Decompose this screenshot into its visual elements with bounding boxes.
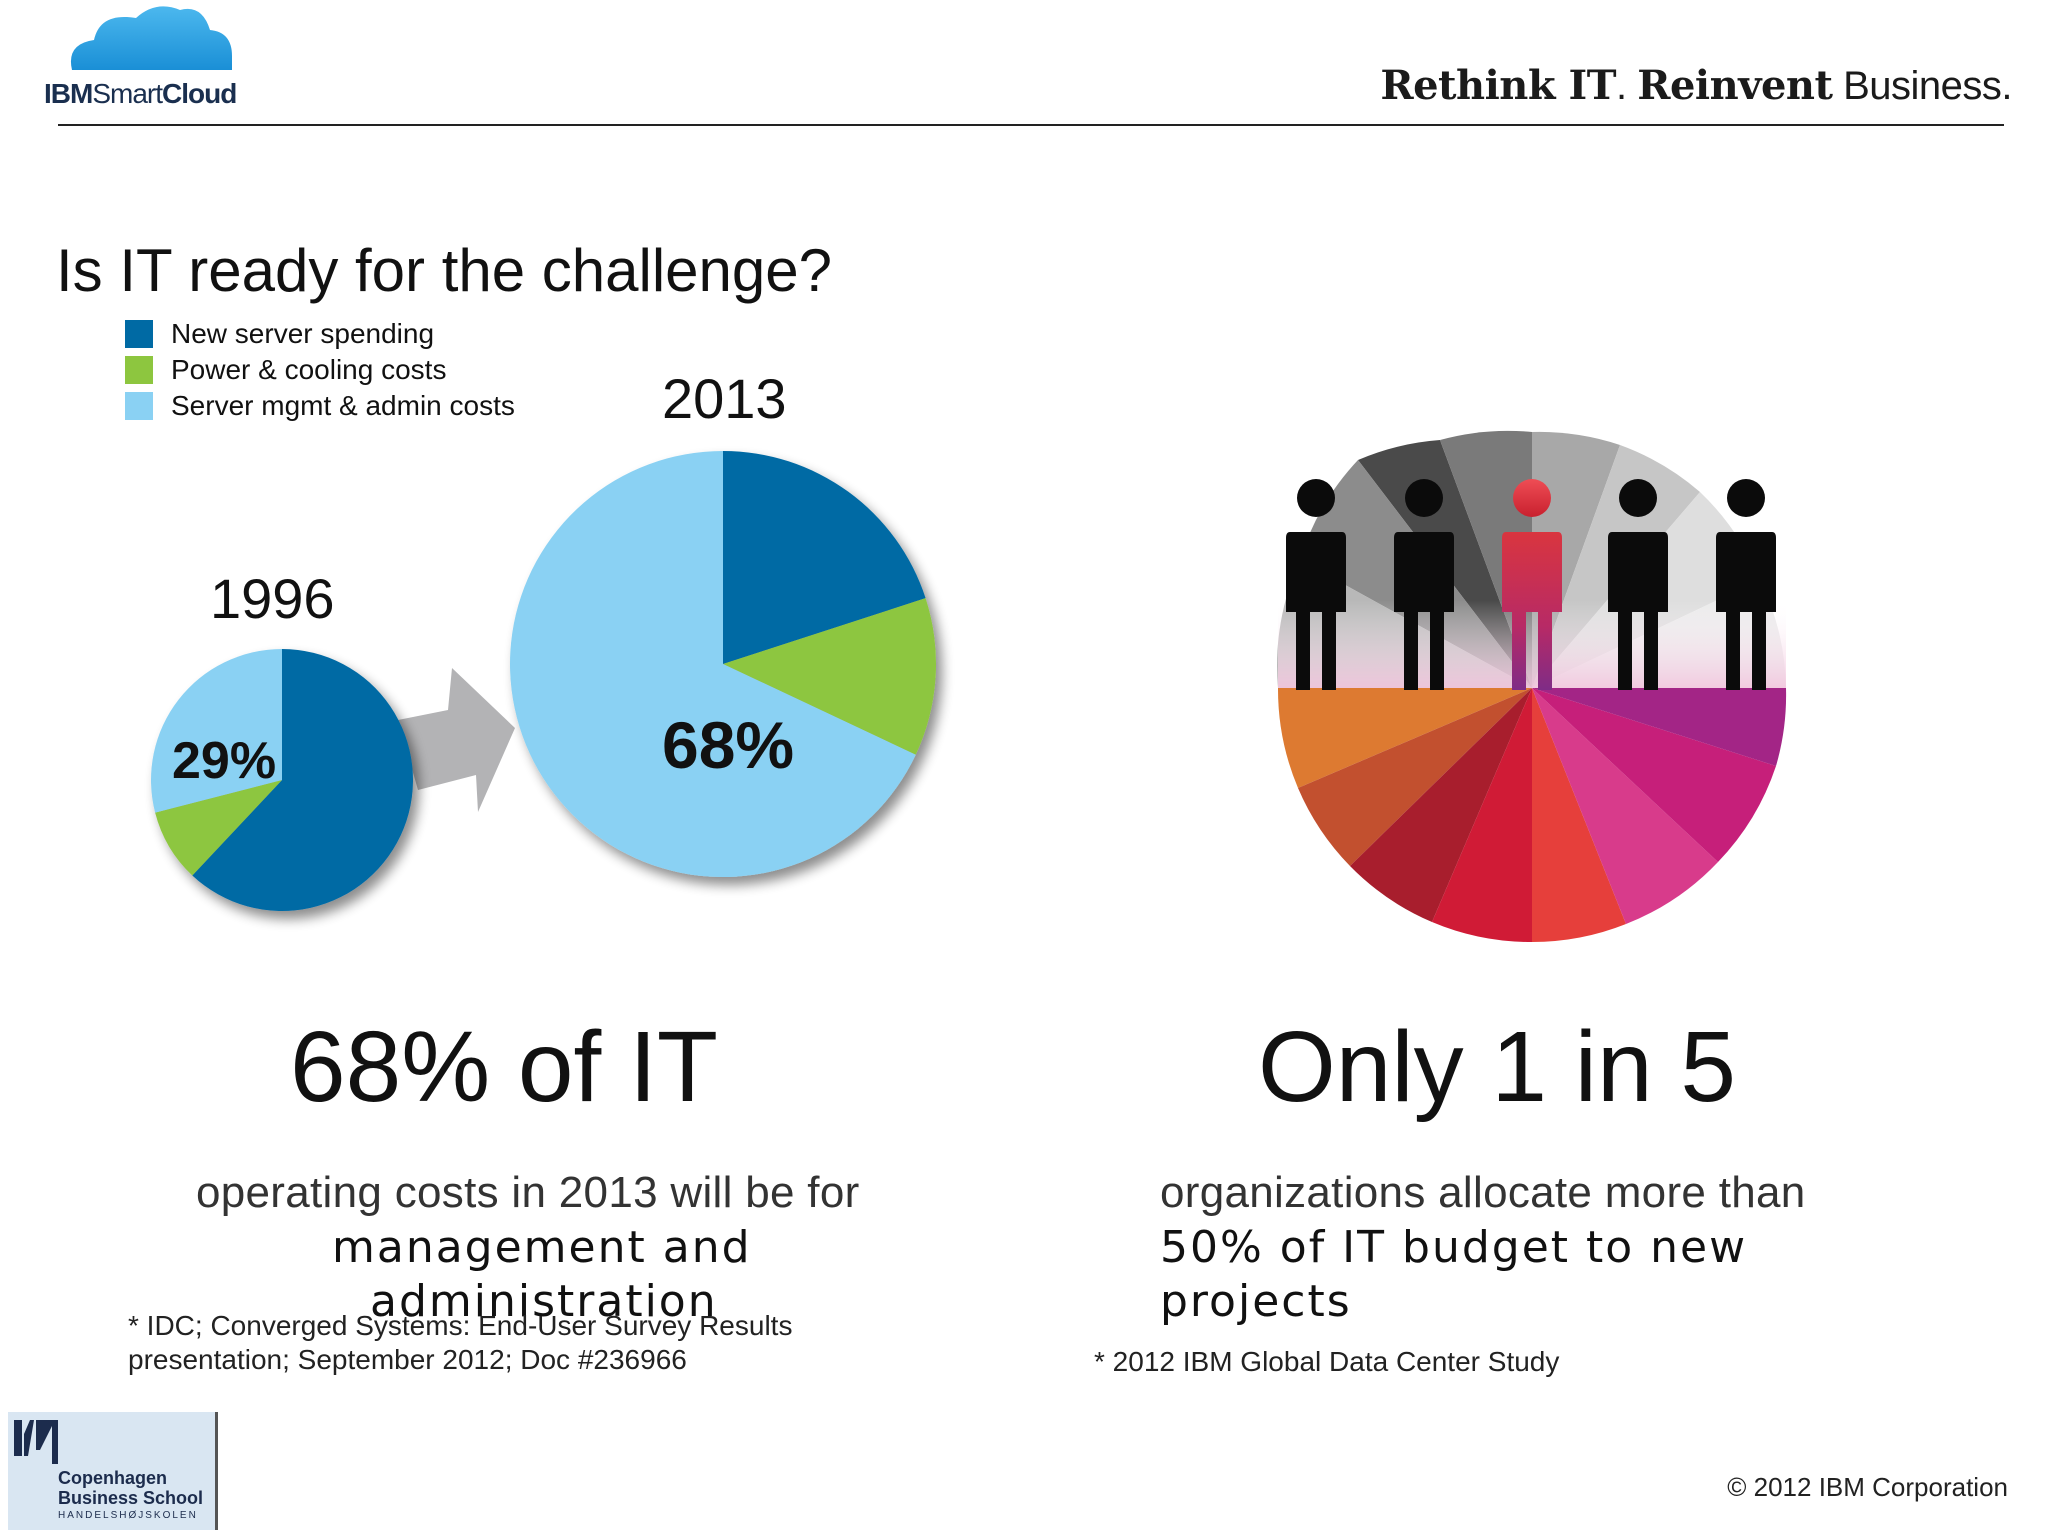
- arrow-icon: [398, 668, 515, 812]
- slice-new-server: [192, 649, 414, 911]
- slice-mgmt-admin: [151, 649, 282, 813]
- cbs-name-line2: Business School: [58, 1488, 204, 1508]
- pie-title-1996: 1996: [210, 567, 335, 630]
- highlighted-person-icon: [1502, 479, 1562, 690]
- cbs-emblem-icon: [14, 1420, 58, 1464]
- chart-legend: New server spending Power & cooling cost…: [125, 316, 515, 424]
- person-icon: [1394, 479, 1454, 690]
- right-footnote: * 2012 IBM Global Data Center Study: [1094, 1346, 1560, 1377]
- legend-label: Server mgmt & admin costs: [171, 390, 515, 421]
- pie-1996: [151, 649, 414, 911]
- slice-power-cooling: [155, 780, 282, 876]
- legend-swatch-power-cooling: [125, 356, 153, 384]
- slice-power-cooling: [723, 598, 937, 755]
- right-caption-line2: 50% of IT budget to new: [1160, 1222, 1748, 1273]
- cbs-logo: Copenhagen Business School HANDELSHØJSKO…: [8, 1412, 218, 1530]
- stat-one-in-five: Only 1 in 5: [1258, 1011, 1737, 1123]
- legend-label: Power & cooling costs: [171, 354, 447, 385]
- legend-swatch-mgmt-admin: [125, 392, 153, 420]
- right-caption-line1: organizations allocate more than: [1160, 1168, 1806, 1217]
- slice-mgmt-admin: [510, 451, 916, 878]
- slide-title: Is IT ready for the challenge?: [56, 237, 833, 304]
- pie-data-label-2013: 68%: [662, 708, 794, 782]
- ibm-smartcloud-logo: IBMSmartCloud: [40, 0, 280, 120]
- cloud-icon: [70, 6, 232, 70]
- left-caption-line2: management and: [332, 1222, 752, 1273]
- person-icon: [1608, 479, 1668, 690]
- stat-68-percent: 68% of IT: [290, 1011, 718, 1123]
- legend-swatch-new-server: [125, 320, 153, 348]
- cbs-name-line1: Copenhagen: [58, 1468, 168, 1488]
- legend-item-power-cooling: Power & cooling costs: [125, 352, 515, 388]
- legend-item-mgmt-admin: Server mgmt & admin costs: [125, 388, 515, 424]
- header-divider: [58, 124, 2004, 126]
- left-footnote-line1: * IDC; Converged Systems: End-User Surve…: [128, 1310, 793, 1341]
- logo-wordmark: IBMSmartCloud: [44, 78, 237, 109]
- pie-title-2013: 2013: [662, 367, 787, 430]
- left-footnote-line2: presentation; September 2012; Doc #23696…: [128, 1344, 687, 1375]
- slice-new-server: [723, 451, 926, 664]
- left-caption-line3: administration: [370, 1276, 718, 1327]
- person-icon: [1286, 479, 1346, 690]
- cbs-name-line3: HANDELSHØJSKOLEN: [58, 1510, 198, 1521]
- legend-item-new-server: New server spending: [125, 316, 515, 352]
- people-illustration: [1277, 430, 1787, 943]
- pie-data-label-1996: 29%: [172, 732, 276, 790]
- legend-label: New server spending: [171, 318, 435, 349]
- tagline: Rethink IT. Reinvent Business.: [1380, 62, 2012, 109]
- person-icon: [1716, 479, 1776, 690]
- copyright: © 2012 IBM Corporation: [1727, 1472, 2008, 1502]
- left-caption-line1: operating costs in 2013 will be for: [196, 1168, 860, 1217]
- pie-2013: [510, 451, 937, 878]
- right-caption-line3: projects: [1160, 1276, 1352, 1327]
